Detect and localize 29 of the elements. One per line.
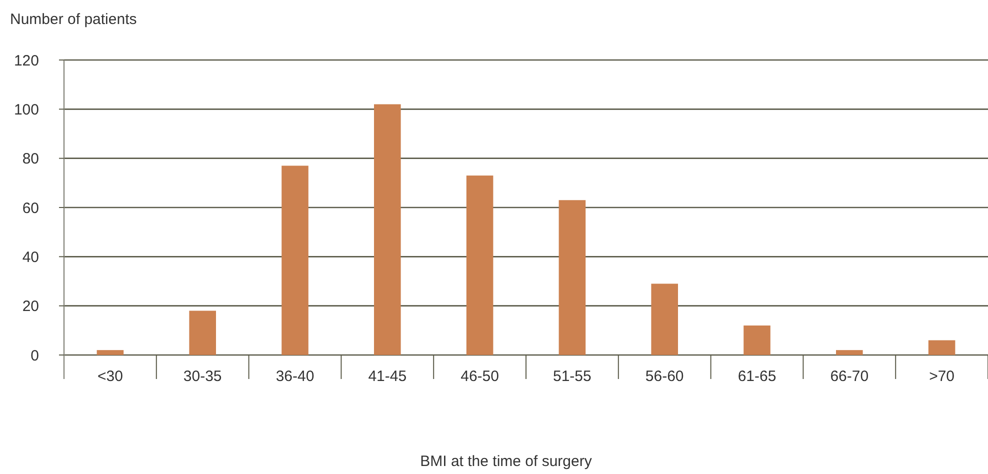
bar [466, 176, 494, 355]
bar [282, 166, 308, 355]
x-tick-label: 61-65 [738, 368, 776, 385]
x-tick-label: 30-35 [183, 368, 222, 385]
bar [374, 104, 401, 355]
y-tick-label: 120 [14, 52, 39, 70]
x-tick-label: <30 [97, 368, 123, 385]
x-tick-label: 56-60 [645, 368, 684, 385]
x-tick-label: 46-50 [460, 368, 499, 385]
x-tick-label: 51-55 [553, 368, 592, 385]
y-tick-label: 100 [14, 101, 39, 118]
x-tick-label: 41-45 [368, 368, 407, 385]
x-tick-label: 66-70 [830, 368, 869, 385]
x-axis-title: BMI at the time of surgery [420, 453, 592, 470]
y-tick-label: 20 [22, 298, 39, 316]
y-tick-label: 60 [22, 200, 39, 217]
x-tick-label: >70 [929, 368, 955, 385]
bar [189, 310, 216, 355]
bar [928, 340, 956, 355]
bar [836, 350, 863, 355]
y-axis-title: Number of patients [10, 11, 137, 28]
bar [651, 284, 678, 355]
bar [744, 326, 770, 355]
x-tick-label: 36-40 [276, 368, 314, 385]
bar [96, 350, 124, 355]
y-tick-label: 0 [30, 347, 39, 364]
bar [558, 200, 586, 355]
y-tick-label: 80 [22, 150, 39, 168]
y-tick-label: 40 [22, 248, 39, 266]
